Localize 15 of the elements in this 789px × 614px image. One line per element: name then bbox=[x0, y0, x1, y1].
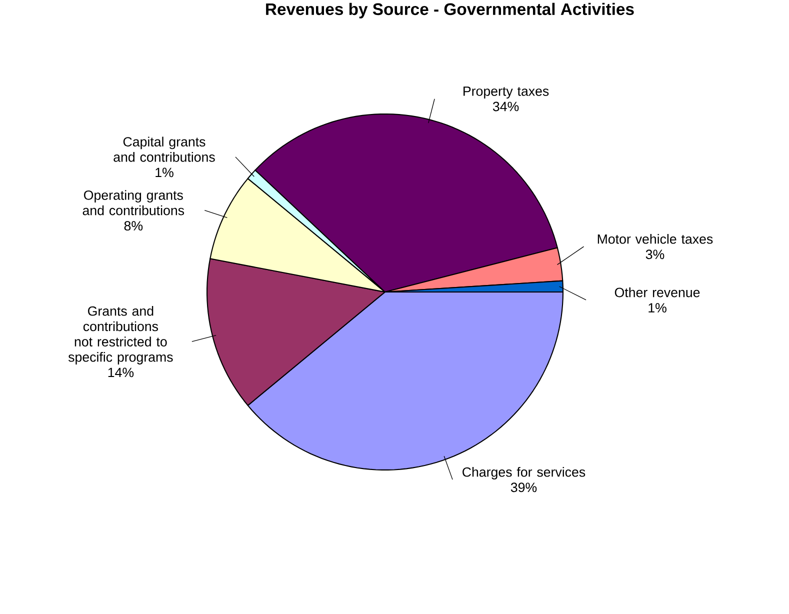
data-label: 1% bbox=[648, 303, 666, 312]
slice-label: Motor vehicle taxes bbox=[598, 234, 713, 244]
data-label: 3% bbox=[646, 250, 664, 260]
data-label: 34% bbox=[492, 102, 519, 112]
slice-label: Capital grants and contributions bbox=[114, 136, 215, 162]
data-label: 8% bbox=[124, 221, 143, 231]
legend-label: Other revenue bbox=[614, 287, 700, 298]
chart-title: Revenues by Source - Governmental Activities bbox=[266, 2, 634, 18]
slice-label: Grants and contributions not restricted to specific programs bbox=[68, 306, 173, 364]
data-label: 1% bbox=[156, 168, 174, 178]
data-label: 39% bbox=[510, 482, 537, 492]
slice-label: Property taxes bbox=[464, 86, 549, 99]
slice-label: Operating grants and contributions bbox=[82, 190, 184, 216]
data-label: 14% bbox=[108, 368, 134, 378]
slice-label: Charges for services bbox=[462, 466, 586, 480]
